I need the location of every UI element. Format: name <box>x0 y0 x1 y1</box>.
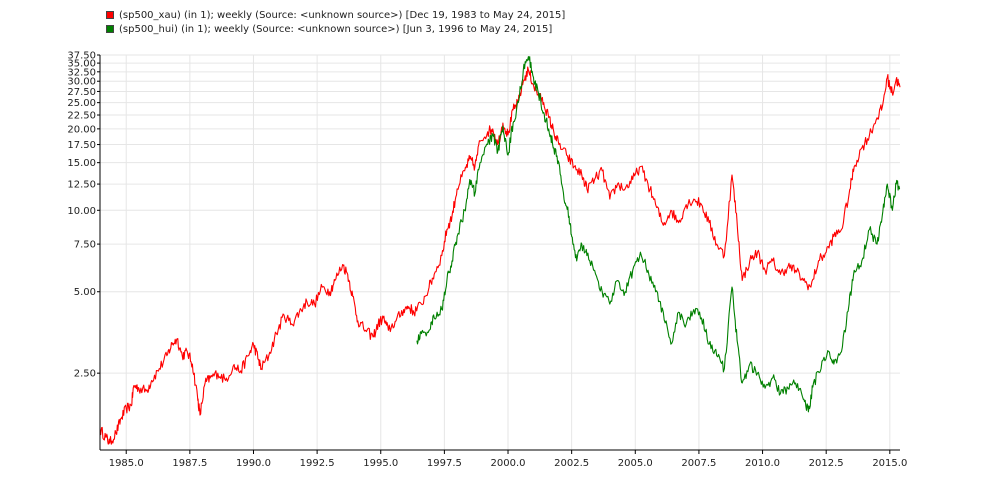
y-tick-label: 32.50 <box>67 67 96 78</box>
y-tick-label: 37.50 <box>67 51 96 62</box>
legend-swatch-xau <box>106 11 114 19</box>
legend-label-hui: (sp500_hui) (in 1); weekly (Source: <unk… <box>119 23 553 35</box>
x-tick-label: 1987.5 <box>172 458 207 469</box>
x-tick-label: 2002.5 <box>554 458 589 469</box>
x-tick-label: 2000.0 <box>491 458 526 469</box>
x-axis-labels: 1985.0 1987.5 1990.0 1992.5 1995.0 1997.5 2000… <box>109 458 908 469</box>
axes <box>97 54 900 454</box>
legend-swatch-hui <box>106 25 114 33</box>
y-tick-label: 10.00 <box>67 206 96 217</box>
y-tick-label: 35.00 <box>67 59 96 70</box>
x-tick-label: 1990.0 <box>236 458 271 469</box>
x-tick-label: 2007.5 <box>681 458 716 469</box>
legend-label-xau: (sp500_xau) (in 1); weekly (Source: <unk… <box>119 9 566 21</box>
y-tick-label: 22.50 <box>67 111 96 122</box>
x-tick-label: 2005.0 <box>618 458 653 469</box>
y-tick-label: 25.00 <box>67 98 96 109</box>
y-tick-label: 7.50 <box>74 240 96 251</box>
y-tick-label: 20.00 <box>67 124 96 135</box>
y-tick-label: 15.00 <box>67 158 96 169</box>
series-layer <box>99 56 901 445</box>
y-axis-labels: 2.50 5.00 7.50 10.00 12.50 15.00 17.50 20.00 22.… <box>67 51 96 380</box>
x-tick-label: 2015.0 <box>872 458 907 469</box>
y-tick-label: 12.50 <box>67 180 96 191</box>
series-line-xau <box>99 66 901 445</box>
y-tick-label: 2.50 <box>74 369 96 380</box>
y-tick-label: 17.50 <box>67 140 96 151</box>
x-tick-label: 1985.0 <box>109 458 144 469</box>
y-tick-label: 27.50 <box>67 87 96 98</box>
y-tick-label: 5.00 <box>74 287 96 298</box>
legend-item-xau: (sp500_xau) (in 1); weekly (Source: <unk… <box>106 8 565 22</box>
x-tick-label: 2010.0 <box>745 458 780 469</box>
series-line-hui <box>416 56 901 413</box>
x-tick-label: 1992.5 <box>300 458 335 469</box>
chart-legend: (sp500_xau) (in 1); weekly (Source: <unk… <box>106 8 565 36</box>
x-tick-label: 1995.0 <box>363 458 398 469</box>
grid-lines <box>100 54 900 450</box>
legend-item-hui: (sp500_hui) (in 1); weekly (Source: <unk… <box>106 22 565 36</box>
x-tick-label: 1997.5 <box>427 458 462 469</box>
y-tick-label: 30.00 <box>67 77 96 88</box>
x-tick-label: 2012.5 <box>809 458 844 469</box>
